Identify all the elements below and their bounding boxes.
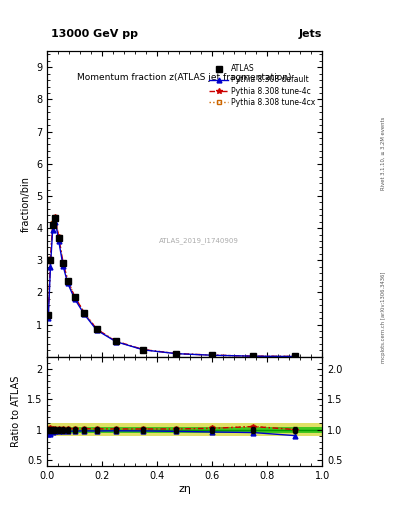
Text: mcplots.cern.ch [arXiv:1306.3436]: mcplots.cern.ch [arXiv:1306.3436] (381, 272, 386, 363)
Text: Jets: Jets (299, 29, 322, 39)
Text: 13000 GeV pp: 13000 GeV pp (51, 29, 138, 39)
X-axis label: zη: zη (178, 483, 191, 494)
Y-axis label: fraction/bin: fraction/bin (20, 176, 31, 232)
Text: Rivet 3.1.10, ≥ 3.2M events: Rivet 3.1.10, ≥ 3.2M events (381, 117, 386, 190)
Legend: ATLAS, Pythia 8.308 default, Pythia 8.308 tune-4c, Pythia 8.308 tune-4cx: ATLAS, Pythia 8.308 default, Pythia 8.30… (206, 61, 318, 110)
Bar (47, 423, 322, 436)
Text: ATLAS_2019_I1740909: ATLAS_2019_I1740909 (158, 237, 239, 244)
Y-axis label: Ratio to ATLAS: Ratio to ATLAS (11, 376, 21, 447)
Text: Momentum fraction z(ATLAS jet fragmentation): Momentum fraction z(ATLAS jet fragmentat… (77, 73, 292, 81)
Bar (47, 426, 322, 433)
